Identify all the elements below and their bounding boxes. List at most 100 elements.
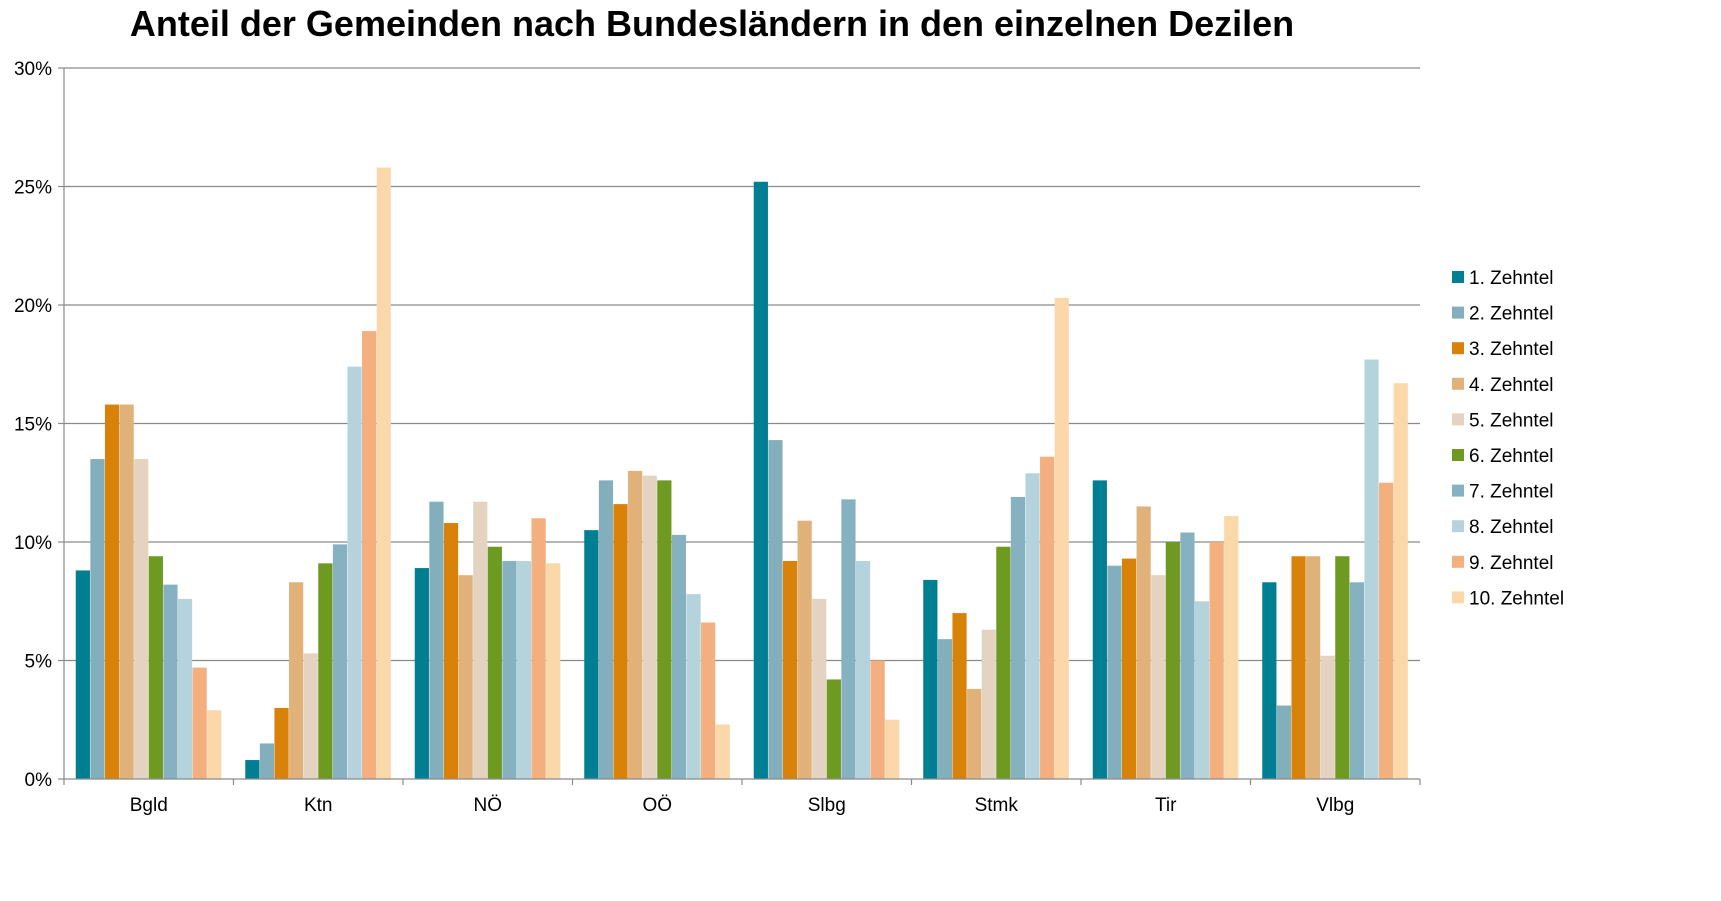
bar-slbg-2 xyxy=(768,440,783,779)
y-tick-label: 30% xyxy=(14,59,52,80)
legend-swatch xyxy=(1452,377,1464,390)
bar-n-10 xyxy=(546,563,561,779)
bar-slbg-7 xyxy=(841,499,856,779)
legend-swatch xyxy=(1452,484,1464,497)
bar-o-3 xyxy=(613,504,628,779)
legend-label: 3. Zehntel xyxy=(1469,339,1554,360)
bar-o-5 xyxy=(642,475,657,779)
bar-vlbg-9 xyxy=(1379,482,1394,779)
bar-vlbg-6 xyxy=(1335,556,1350,779)
bar-n-5 xyxy=(473,501,488,779)
bar-n-4 xyxy=(458,575,473,779)
bar-stmk-5 xyxy=(981,629,996,779)
bar-stmk-4 xyxy=(967,688,982,779)
bar-slbg-8 xyxy=(855,560,871,779)
bar-ktn-4 xyxy=(289,582,304,779)
x-tick-label: Ktn xyxy=(304,795,333,816)
y-tick-label: 0% xyxy=(25,770,53,791)
bar-ktn-8 xyxy=(347,366,362,779)
bar-tir-5 xyxy=(1151,575,1166,779)
x-tick-label: Bgld xyxy=(130,795,168,816)
legend-swatch xyxy=(1452,591,1464,604)
bar-bgld-2 xyxy=(90,459,105,779)
bar-slbg-6 xyxy=(826,679,841,779)
bar-vlbg-3 xyxy=(1291,556,1306,779)
bar-bgld-10 xyxy=(207,710,222,779)
bar-o-4 xyxy=(628,470,643,779)
bar-n-7 xyxy=(502,560,517,779)
legend-label: 8. Zehntel xyxy=(1469,517,1554,538)
bar-tir-7 xyxy=(1180,532,1195,779)
bar-tir-10 xyxy=(1224,515,1239,779)
bar-o-9 xyxy=(701,622,716,779)
y-tick-label: 15% xyxy=(14,415,52,436)
legend-label: 9. Zehntel xyxy=(1469,553,1554,574)
bar-vlbg-10 xyxy=(1393,383,1408,779)
x-tick-label: NÖ xyxy=(474,795,503,816)
bar-stmk-2 xyxy=(937,639,953,779)
bar-n-3 xyxy=(443,523,459,779)
bar-bgld-4 xyxy=(119,404,134,779)
bar-ktn-2 xyxy=(259,743,275,779)
bar-ktn-5 xyxy=(303,653,318,779)
bar-tir-3 xyxy=(1121,558,1137,779)
bar-o-8 xyxy=(686,594,701,779)
legend-label: 2. Zehntel xyxy=(1469,304,1554,325)
legend-label: 7. Zehntel xyxy=(1469,482,1554,503)
bar-tir-8 xyxy=(1194,601,1210,779)
legend: 1. Zehntel 2. Zehntel 3. Zehntel 4. Zehntel… xyxy=(1452,268,1564,609)
x-tick-label: OÖ xyxy=(642,795,672,816)
bar-slbg-4 xyxy=(797,520,812,779)
legend-swatch xyxy=(1452,342,1464,355)
bar-ktn-10 xyxy=(376,167,391,780)
legend-label: 10. Zehntel xyxy=(1469,588,1564,609)
bar-bgld-5 xyxy=(134,459,149,779)
bar-n-9 xyxy=(531,518,546,779)
bar-ktn-1 xyxy=(245,760,260,779)
bar-n-8 xyxy=(516,560,532,779)
bar-tir-2 xyxy=(1107,565,1122,779)
bar-ktn-9 xyxy=(362,331,377,779)
bar-n-6 xyxy=(487,546,502,779)
bar-stmk-6 xyxy=(996,546,1011,779)
bar-tir-4 xyxy=(1136,506,1151,779)
bars xyxy=(75,167,1408,780)
x-tick-label: Stmk xyxy=(975,795,1019,816)
axes: 0% 5% 10% 15% 20% 25% 30% Bgld Ktn NÖ OÖ Slbg Stmk Ti… xyxy=(14,59,1421,816)
bar-o-7 xyxy=(671,534,687,779)
bar-stmk-3 xyxy=(952,613,967,779)
x-tick-label: Tir xyxy=(1155,795,1177,816)
y-tick-label: 5% xyxy=(25,652,53,673)
bar-o-6 xyxy=(657,480,672,779)
bar-vlbg-4 xyxy=(1306,556,1321,779)
legend-swatch xyxy=(1452,555,1464,568)
bar-vlbg-7 xyxy=(1349,582,1365,779)
legend-swatch xyxy=(1452,271,1464,283)
bar-bgld-8 xyxy=(177,598,193,779)
x-tick-label: Slbg xyxy=(808,795,846,816)
bar-stmk-7 xyxy=(1010,496,1026,779)
bar-n-1 xyxy=(414,568,429,779)
bar-ktn-3 xyxy=(274,707,289,779)
bar-tir-6 xyxy=(1165,542,1180,779)
bar-o-2 xyxy=(598,480,614,779)
bar-slbg-9 xyxy=(870,660,885,779)
chart-title: Anteil der Gemeinden nach Bundesländern … xyxy=(130,3,1294,44)
bar-bgld-1 xyxy=(75,570,90,779)
bar-vlbg-2 xyxy=(1276,705,1292,779)
legend-swatch xyxy=(1452,306,1464,319)
bar-slbg-10 xyxy=(885,719,900,779)
bar-slbg-1 xyxy=(753,181,768,779)
bar-slbg-5 xyxy=(812,598,827,779)
bar-bgld-9 xyxy=(192,667,207,779)
legend-swatch xyxy=(1452,413,1464,426)
bar-slbg-3 xyxy=(782,560,798,779)
bar-vlbg-5 xyxy=(1320,655,1335,779)
bar-stmk-8 xyxy=(1025,473,1040,779)
bar-vlbg-1 xyxy=(1262,582,1277,779)
x-tick-label: Vlbg xyxy=(1316,795,1354,816)
y-tick-label: 10% xyxy=(14,533,52,554)
legend-label: 5. Zehntel xyxy=(1469,410,1554,431)
bar-stmk-1 xyxy=(923,579,938,779)
